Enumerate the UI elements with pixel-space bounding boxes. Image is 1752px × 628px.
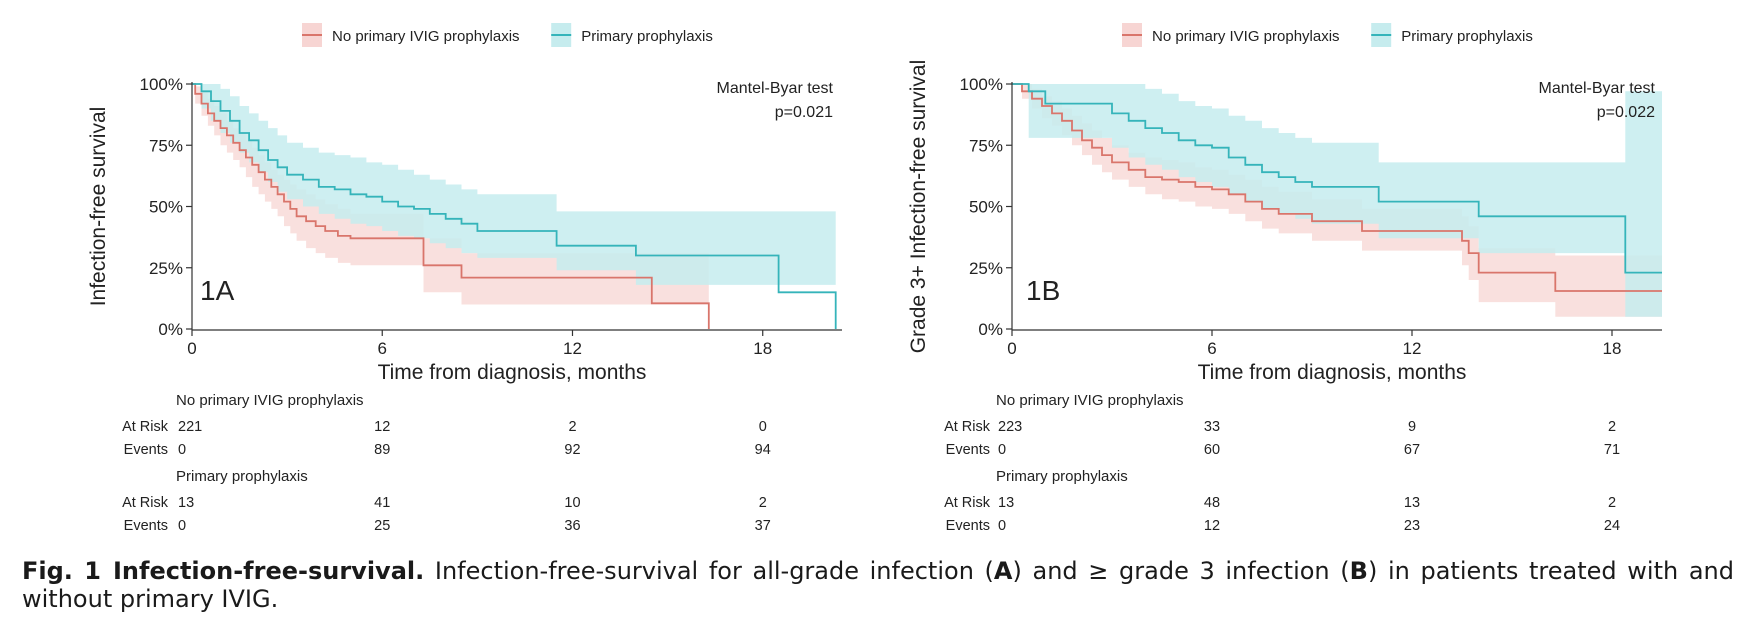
legend-label-primary: Primary prophylaxis bbox=[581, 28, 713, 45]
risk-table-value: 2 bbox=[1608, 419, 1616, 435]
risk-table-value: 0 bbox=[178, 442, 186, 458]
risk-table-value: 2 bbox=[759, 495, 767, 511]
risk-table-value: 94 bbox=[755, 442, 771, 458]
caption-text-2: ) and ≥ grade 3 infection ( bbox=[1012, 557, 1350, 585]
risk-table-group-name: Primary prophylaxis bbox=[176, 468, 308, 485]
risk-table-value: 36 bbox=[564, 518, 580, 534]
risk-table-value: 13 bbox=[178, 495, 194, 511]
risk-table-value: 223 bbox=[998, 419, 1022, 435]
risk-table-value: 0 bbox=[998, 518, 1006, 534]
x-tick-label: 6 bbox=[1207, 339, 1216, 358]
risk-table-value: 67 bbox=[1404, 442, 1420, 458]
test-name: Mantel-Byar test bbox=[1539, 80, 1656, 97]
risk-table-row-label: Events bbox=[946, 518, 990, 534]
caption-text-1: Infection-free-survival for all-grade in… bbox=[424, 557, 994, 585]
legend-label-no_ivig: No primary IVIG prophylaxis bbox=[332, 28, 520, 45]
y-tick-label: 0% bbox=[978, 320, 1003, 339]
risk-table-value: 89 bbox=[374, 442, 390, 458]
legend: No primary IVIG prophylaxis Primary proph… bbox=[302, 23, 713, 47]
risk-table-group-name: No primary IVIG prophylaxis bbox=[996, 392, 1184, 409]
panel-label: 1B bbox=[1026, 275, 1060, 306]
figure-caption: Fig. 1 Infection-free-survival. Infection… bbox=[22, 557, 1734, 613]
risk-table-value: 25 bbox=[374, 518, 390, 534]
risk-table-value: 41 bbox=[374, 495, 390, 511]
legend-label-primary: Primary prophylaxis bbox=[1401, 28, 1533, 45]
confidence-band-primary bbox=[1012, 84, 1662, 317]
risk-table-value: 12 bbox=[1204, 518, 1220, 534]
panel-label: 1A bbox=[200, 275, 235, 306]
caption-text-3: ) in patients treated with and without p… bbox=[22, 557, 1734, 613]
caption-panel-b: B bbox=[1349, 557, 1368, 585]
risk-table-value: 60 bbox=[1204, 442, 1220, 458]
y-tick-label: 75% bbox=[149, 136, 183, 155]
risk-table-row-label: At Risk bbox=[944, 419, 991, 435]
x-tick-label: 6 bbox=[378, 339, 387, 358]
risk-table-value: 10 bbox=[564, 495, 580, 511]
risk-table-value: 23 bbox=[1404, 518, 1420, 534]
y-tick-label: 50% bbox=[969, 198, 1003, 217]
risk-table-value: 221 bbox=[178, 419, 202, 435]
survival-line-primary bbox=[192, 83, 837, 329]
test-p-value: p=0.021 bbox=[775, 104, 833, 121]
risk-table-group-name: No primary IVIG prophylaxis bbox=[176, 392, 364, 409]
risk-table-value: 0 bbox=[759, 419, 767, 435]
risk-table-value: 9 bbox=[1408, 419, 1416, 435]
y-tick-label: 75% bbox=[969, 136, 1003, 155]
risk-table-value: 0 bbox=[998, 442, 1006, 458]
risk-table-row-label: At Risk bbox=[122, 419, 169, 435]
y-tick-label: 0% bbox=[158, 320, 183, 339]
y-tick-label: 25% bbox=[969, 259, 1003, 278]
survival-line-primary bbox=[1012, 83, 1662, 274]
y-tick-label: 100% bbox=[960, 75, 1003, 94]
risk-table: No primary IVIG prophylaxis At Risk 221 12 2… bbox=[122, 392, 771, 534]
x-tick-label: 18 bbox=[753, 339, 772, 358]
risk-table-value: 2 bbox=[568, 419, 576, 435]
risk-table-row-label: Events bbox=[124, 442, 168, 458]
risk-table-row-label: At Risk bbox=[944, 495, 991, 511]
risk-table-value: 92 bbox=[564, 442, 580, 458]
test-p-value: p=0.022 bbox=[1597, 104, 1655, 121]
x-tick-label: 12 bbox=[1403, 339, 1422, 358]
x-tick-label: 18 bbox=[1603, 339, 1622, 358]
risk-table-row-label: At Risk bbox=[122, 495, 169, 511]
caption-fig-number: Fig. 1 bbox=[22, 557, 101, 585]
confidence-band-no_ivig bbox=[192, 84, 709, 305]
survival-line-no_ivig bbox=[192, 83, 710, 329]
risk-table-value: 0 bbox=[178, 518, 186, 534]
risk-table-value: 33 bbox=[1204, 419, 1220, 435]
risk-table-value: 37 bbox=[755, 518, 771, 534]
risk-table-value: 12 bbox=[374, 419, 390, 435]
risk-table-value: 48 bbox=[1204, 495, 1220, 511]
y-axis-title: Infection-free survival bbox=[87, 107, 110, 307]
risk-table-value: 71 bbox=[1604, 442, 1620, 458]
y-tick-label: 100% bbox=[140, 75, 183, 94]
x-tick-label: 12 bbox=[563, 339, 582, 358]
caption-panel-a: A bbox=[993, 557, 1013, 585]
x-tick-label: 0 bbox=[187, 339, 196, 358]
y-axis-title: Grade 3+ Infection-free survival bbox=[907, 60, 930, 354]
test-name: Mantel-Byar test bbox=[717, 80, 834, 97]
risk-table-value: 2 bbox=[1608, 495, 1616, 511]
chart-panel-1b: 0% 25% 50% 75% 100% 0 6 12 18 Time from diagnosis… bbox=[907, 23, 1662, 534]
survival-line-no_ivig bbox=[1012, 83, 1662, 292]
x-tick-label: 0 bbox=[1007, 339, 1016, 358]
legend: No primary IVIG prophylaxis Primary proph… bbox=[1122, 23, 1533, 47]
risk-table-value: 24 bbox=[1604, 518, 1620, 534]
x-axis-title: Time from diagnosis, months bbox=[378, 361, 647, 384]
caption-title: Infection-free-survival. bbox=[112, 557, 425, 585]
y-tick-label: 25% bbox=[149, 259, 183, 278]
risk-table-value: 13 bbox=[1404, 495, 1420, 511]
x-axis-title: Time from diagnosis, months bbox=[1198, 361, 1467, 384]
risk-table-value: 13 bbox=[998, 495, 1014, 511]
y-tick-label: 50% bbox=[149, 198, 183, 217]
legend-label-no_ivig: No primary IVIG prophylaxis bbox=[1152, 28, 1340, 45]
risk-table-group-name: Primary prophylaxis bbox=[996, 468, 1128, 485]
confidence-band-primary bbox=[192, 84, 836, 285]
risk-table-row-label: Events bbox=[124, 518, 168, 534]
risk-table-row-label: Events bbox=[946, 442, 990, 458]
chart-panel-1a: 0% 25% 50% 75% 100% 0 6 12 18 Time from diagnosis… bbox=[87, 23, 842, 534]
